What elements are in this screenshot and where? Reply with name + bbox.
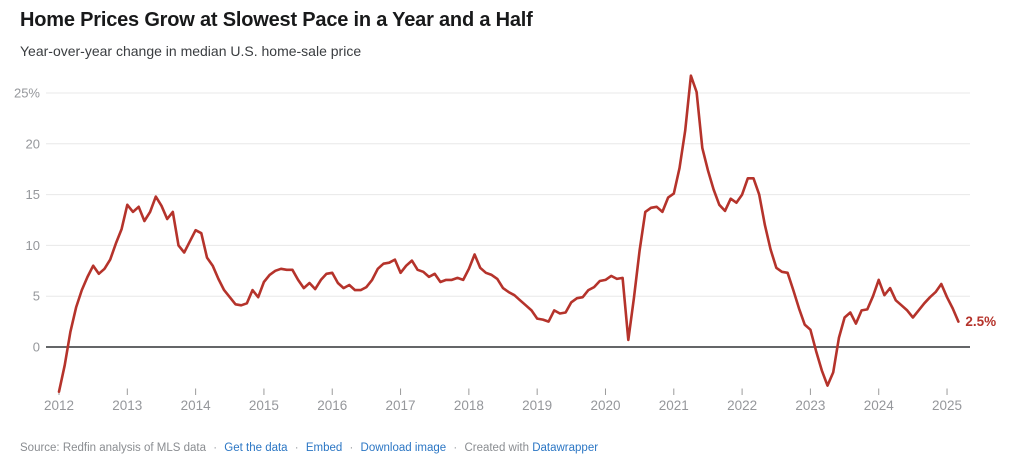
x-axis-label: 2016 xyxy=(317,398,347,413)
chart-subtitle: Year-over-year change in median U.S. hom… xyxy=(20,43,362,59)
y-axis-label: 10 xyxy=(26,238,40,253)
y-axis-label: 5 xyxy=(33,289,40,304)
footer-separator: · xyxy=(294,442,299,454)
embed-link[interactable]: Embed xyxy=(305,442,343,454)
download-image-link[interactable]: Download image xyxy=(360,442,447,454)
y-axis-label: 20 xyxy=(26,136,40,151)
x-axis-label: 2014 xyxy=(181,398,212,413)
datawrapper-link[interactable]: Datawrapper xyxy=(532,442,599,454)
end-value-label: 2.5% xyxy=(965,314,996,329)
chart-header: Home Prices Grow at Slowest Pace in a Ye… xyxy=(0,0,1024,59)
created-with-text: Created with xyxy=(464,442,529,454)
x-axis-label: 2025 xyxy=(932,398,962,413)
x-axis-label: 2021 xyxy=(659,398,689,413)
page-title: Home Prices Grow at Slowest Pace in a Ye… xyxy=(20,9,533,31)
chart-area: 25% 20 15 10 5 0 2012 2013 2014 2015 2016 2017 2018 2… xyxy=(0,70,1024,435)
source-text: Source: Redfin analysis of MLS data xyxy=(20,442,207,454)
x-axis-label: 2012 xyxy=(44,398,74,413)
x-axis-label: 2020 xyxy=(590,398,620,413)
get-the-data-link[interactable]: Get the data xyxy=(224,442,288,454)
x-axis-label: 2018 xyxy=(454,398,484,413)
x-axis-label: 2015 xyxy=(249,398,279,413)
x-axis-label: 2022 xyxy=(727,398,757,413)
footer-separator: · xyxy=(349,442,354,454)
x-axis-label: 2019 xyxy=(522,398,552,413)
x-axis-label: 2024 xyxy=(864,398,895,413)
x-axis-label: 2013 xyxy=(112,398,142,413)
x-axis-label: 2017 xyxy=(386,398,416,413)
footer-separator: · xyxy=(213,442,218,454)
y-axis-label: 25% xyxy=(14,86,40,101)
price-line xyxy=(57,74,960,394)
footer-separator: · xyxy=(453,442,458,454)
x-axis-label: 2023 xyxy=(795,398,825,413)
y-axis-label: 0 xyxy=(33,340,40,355)
chart-footer: Source: Redfin analysis of MLS data · Ge… xyxy=(20,442,598,454)
y-axis-label: 15 xyxy=(26,187,40,202)
